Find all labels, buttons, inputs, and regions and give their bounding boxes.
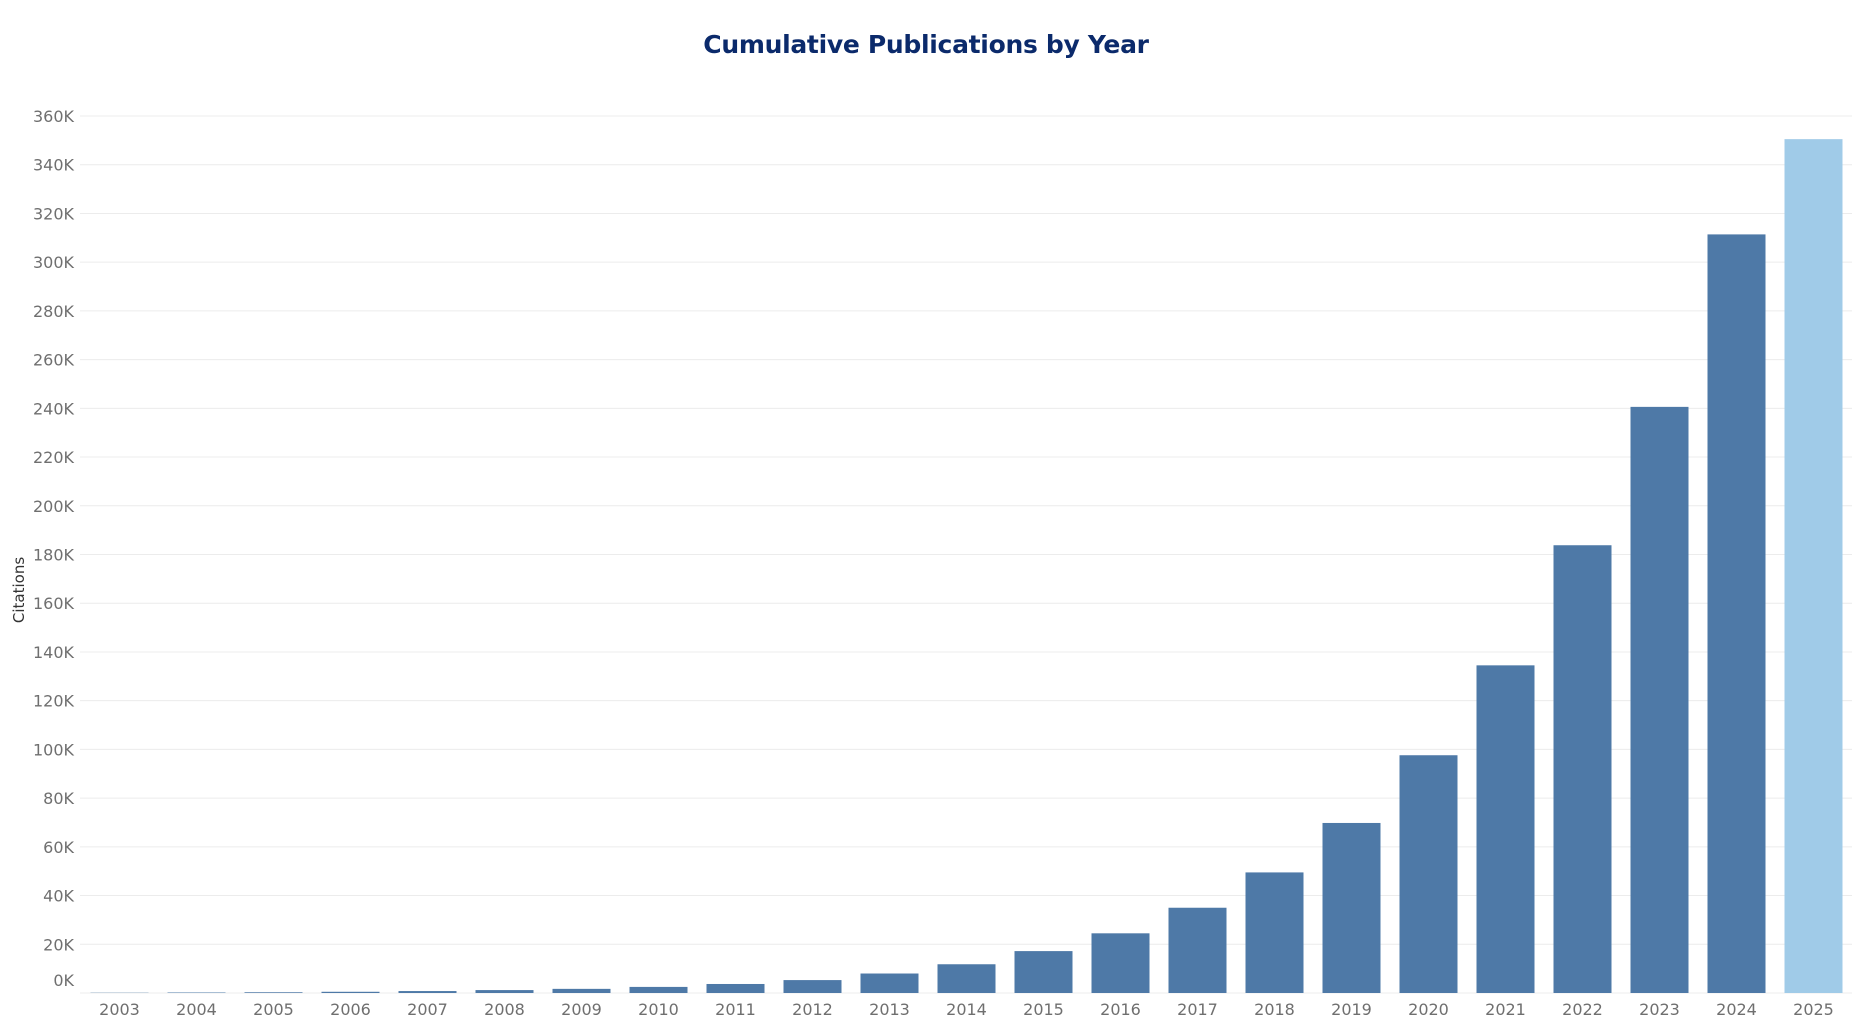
y-tick-label: 340K [33,156,75,175]
y-tick-label: 180K [33,546,75,565]
bar-2020[interactable] [1399,755,1458,993]
x-tick-label: 2008 [484,1000,525,1019]
x-tick-label: 2005 [253,1000,294,1019]
x-tick-label: 2015 [1023,1000,1064,1019]
bar-2024[interactable] [1707,234,1766,993]
x-tick-label: 2019 [1331,1000,1372,1019]
x-tick-label: 2004 [176,1000,217,1019]
y-tick-label: 240K [33,399,75,418]
bar-2007[interactable] [398,991,457,993]
x-tick-label: 2007 [407,1000,448,1019]
y-tick-label: 60K [43,838,74,857]
x-tick-label: 2016 [1100,1000,1141,1019]
y-tick-label: 300K [33,253,75,272]
x-tick-label: 2014 [946,1000,987,1019]
x-tick-label: 2010 [638,1000,679,1019]
bar-2018[interactable] [1245,872,1304,993]
x-tick-label: 2025 [1793,1000,1834,1019]
y-tick-label: 20K [43,935,74,954]
bar-2010[interactable] [629,986,688,993]
y-tick-label: 100K [33,740,75,759]
bar-2005[interactable] [244,992,303,993]
y-tick-label: 160K [33,594,75,613]
bar-2006[interactable] [321,991,380,993]
y-axis-tick-labels: 0K 20K 40K 60K 80K 100K 120K 140K 160K 180K 200K 22… [33,107,75,990]
bar-2011[interactable] [706,983,765,993]
bar-2021[interactable] [1476,665,1535,993]
y-tick-label: 280K [33,302,75,321]
x-tick-label: 2024 [1716,1000,1757,1019]
x-tick-label: 2013 [869,1000,910,1019]
x-tick-label: 2020 [1408,1000,1449,1019]
y-tick-label: 140K [33,643,75,662]
y-tick-label: 200K [33,497,75,516]
y-tick-label: 0K [53,971,74,990]
bar-2019[interactable] [1322,822,1381,993]
x-tick-label: 2018 [1254,1000,1295,1019]
y-axis-title: Citations [10,557,28,623]
bar-2013[interactable] [860,973,919,993]
x-tick-label: 2023 [1639,1000,1680,1019]
x-tick-label: 2009 [561,1000,602,1019]
y-tick-label: 360K [33,107,75,126]
x-tick-label: 2003 [99,1000,140,1019]
y-tick-label: 40K [43,887,74,906]
bars [90,139,1843,993]
bar-2017[interactable] [1168,907,1227,993]
x-tick-label: 2022 [1562,1000,1603,1019]
chart-title: Cumulative Publications by Year [703,30,1149,59]
bar-2009[interactable] [552,988,611,993]
x-tick-label: 2017 [1177,1000,1218,1019]
y-tick-label: 220K [33,448,75,467]
bar-2022[interactable] [1553,545,1612,993]
x-axis-tick-labels: 2003 2004 2005 2006 2007 2008 2009 2010 2011 2012… [99,1000,1834,1019]
y-tick-label: 80K [43,789,74,808]
x-tick-label: 2011 [715,1000,756,1019]
bar-2014[interactable] [937,964,996,993]
bar-2015[interactable] [1014,951,1073,993]
y-tick-label: 320K [33,204,75,223]
x-tick-label: 2006 [330,1000,371,1019]
bar-2012[interactable] [783,980,842,993]
x-tick-label: 2012 [792,1000,833,1019]
bar-2016[interactable] [1091,933,1150,993]
y-tick-label: 260K [33,351,75,370]
bar-2023[interactable] [1630,406,1689,993]
y-tick-label: 120K [33,692,75,711]
bar-2008[interactable] [475,990,534,993]
bar-2025[interactable] [1784,139,1843,993]
x-tick-label: 2021 [1485,1000,1526,1019]
